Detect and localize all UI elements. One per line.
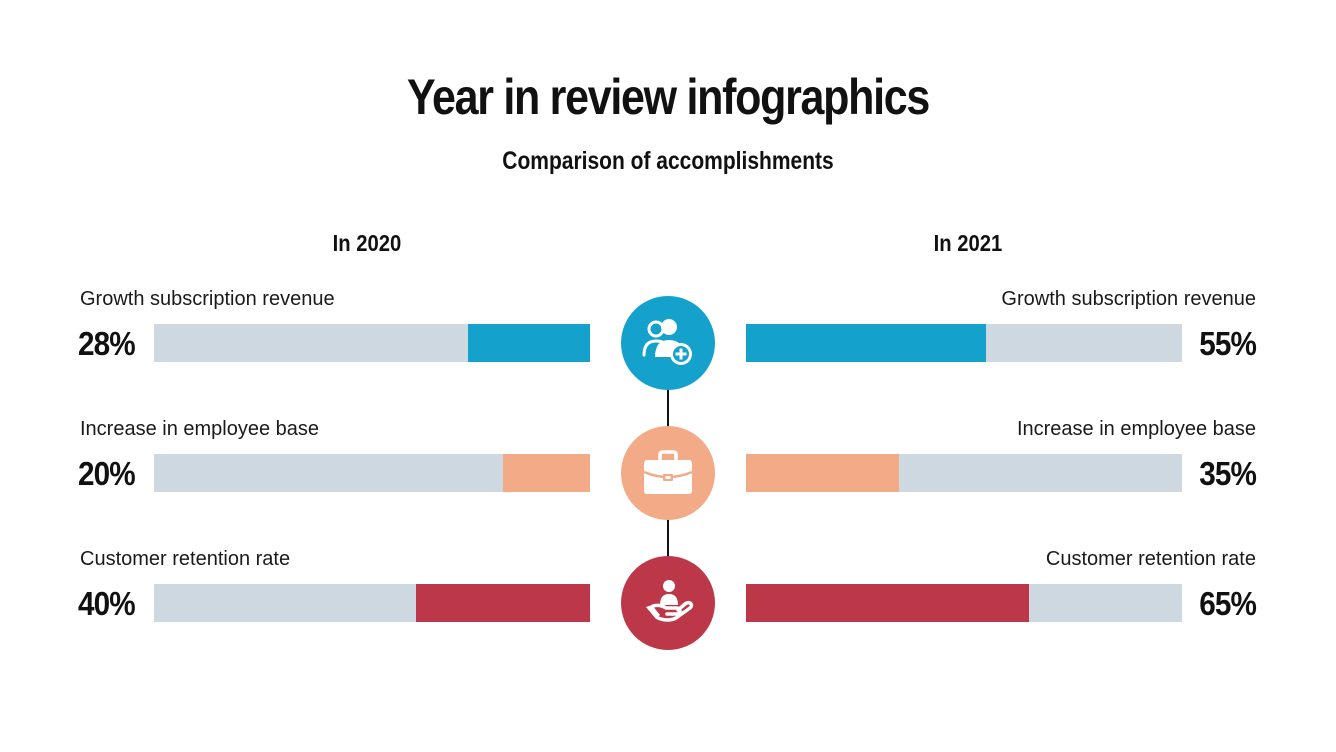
category-label-right: Growth subscription revenue bbox=[1001, 288, 1256, 310]
value-label-left: 20% bbox=[78, 455, 136, 492]
bar-track-left bbox=[154, 454, 590, 492]
category-label-left: Customer retention rate bbox=[80, 548, 291, 570]
bar-2020-customer-retention bbox=[415, 584, 590, 622]
category-label-left: Growth subscription revenue bbox=[80, 288, 335, 310]
value-label-right: 55% bbox=[1199, 325, 1257, 362]
bar-2021-growth-subscription-revenue bbox=[746, 324, 986, 362]
bar-track-right bbox=[746, 454, 1182, 492]
value-label-left: 28% bbox=[78, 325, 136, 362]
bar-track-left bbox=[154, 324, 590, 362]
category-label-right: Increase in employee base bbox=[1016, 418, 1256, 440]
hand-person-icon bbox=[646, 580, 694, 622]
user-add-icon bbox=[642, 319, 692, 365]
connector-line bbox=[667, 386, 669, 430]
bar-2020-employee-base bbox=[502, 454, 590, 492]
icon-circle bbox=[621, 296, 715, 390]
category-label-right: Customer retention rate bbox=[1045, 548, 1256, 570]
value-label-right: 35% bbox=[1199, 455, 1257, 492]
chart-title: Year in review infographics bbox=[407, 69, 930, 125]
bar-2020-growth-subscription-revenue bbox=[467, 324, 590, 362]
chart-subtitle: Comparison of accomplishments bbox=[502, 147, 834, 175]
bar-2021-employee-base bbox=[746, 454, 899, 492]
category-label-left: Increase in employee base bbox=[80, 418, 320, 440]
icon-circle bbox=[621, 556, 715, 650]
briefcase-icon bbox=[643, 450, 693, 494]
year-label-right: In 2021 bbox=[933, 230, 1003, 256]
bar-track-right bbox=[746, 584, 1182, 622]
value-label-left: 40% bbox=[78, 585, 136, 622]
connector-line bbox=[667, 516, 669, 560]
icon-circle bbox=[621, 426, 715, 520]
value-label-right: 65% bbox=[1199, 585, 1257, 622]
bar-track-left bbox=[154, 584, 590, 622]
year-label-left: In 2020 bbox=[332, 230, 402, 256]
bar-2021-customer-retention bbox=[746, 584, 1030, 622]
bar-track-right bbox=[746, 324, 1182, 362]
